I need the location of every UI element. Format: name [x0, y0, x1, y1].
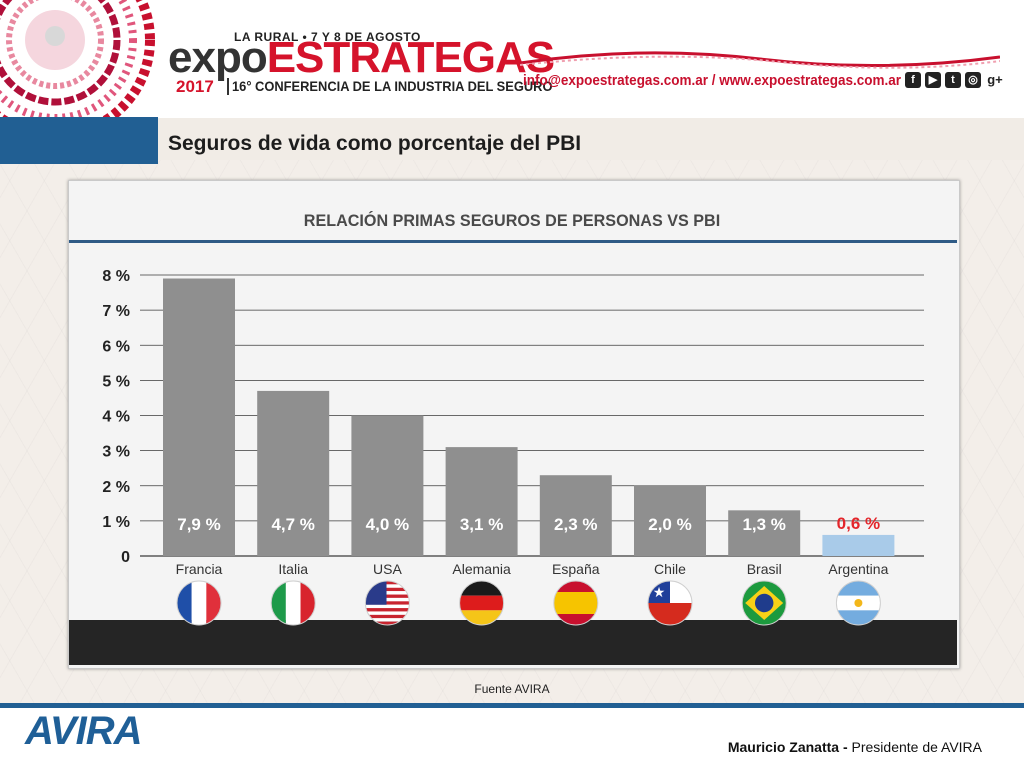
conference-name: 16° CONFERENCIA DE LA INDUSTRIA DEL SEGU…: [232, 78, 553, 94]
y-tick-label: 3 %: [102, 444, 130, 461]
data-label: 2,3 %: [554, 515, 597, 534]
flag-border: [835, 580, 881, 626]
y-tick-label: 5 %: [102, 373, 130, 390]
footer: [0, 705, 1024, 768]
chart-footer-band: [69, 620, 957, 665]
slide-title: Seguros de vida como porcentaje del PBI: [168, 132, 582, 155]
x-tick-label: España: [552, 561, 600, 577]
bar: [257, 390, 330, 556]
x-tick-label: Italia: [278, 561, 308, 577]
title-accent-bar: [0, 117, 158, 164]
event-year: 2017: [176, 77, 214, 96]
decorative-circle-icon: [0, 0, 155, 118]
bar: [351, 415, 424, 556]
germany-flag-icon: [459, 581, 504, 625]
spain-flag-icon: [553, 581, 598, 625]
youtube-icon[interactable]: ▶: [925, 72, 941, 88]
y-tick-label: 7 %: [102, 303, 130, 320]
usa-flag-icon: [365, 581, 410, 625]
bar: [728, 510, 801, 556]
source-note: Fuente AVIRA: [474, 682, 550, 696]
logo-divider: [227, 78, 229, 95]
data-label: 3,1 %: [460, 515, 503, 534]
data-label: 2,0 %: [648, 515, 691, 534]
x-tick-label: Francia: [176, 561, 223, 577]
y-tick-label: 8 %: [102, 268, 130, 285]
twitter-icon[interactable]: t: [945, 72, 961, 88]
social-icons: f ▶ t ◎ g+: [905, 72, 1005, 88]
bar: [822, 534, 895, 556]
italy-flag-icon: [271, 581, 316, 625]
flag-border: [176, 580, 222, 626]
svg-text:★: ★: [653, 584, 666, 600]
logo-part-estrategas: ESTRATEGAS: [266, 33, 555, 82]
footer-rule: [0, 703, 1024, 708]
x-tick-label: Brasil: [747, 561, 782, 577]
bar: [634, 485, 706, 556]
facebook-icon[interactable]: f: [905, 72, 921, 88]
presenter-role: Presidente de AVIRA: [847, 739, 983, 755]
x-tick-label: USA: [373, 561, 402, 577]
x-tick-label: Chile: [654, 561, 686, 577]
x-tick-label: Alemania: [452, 561, 511, 577]
instagram-icon[interactable]: ◎: [965, 72, 981, 88]
chart-title-rule: [69, 240, 957, 243]
argentina-flag-icon: [836, 581, 881, 625]
presenter-name: Mauricio Zanatta -: [727, 739, 848, 755]
y-tick-label: 6 %: [102, 338, 130, 355]
bar: [539, 475, 612, 556]
data-label: 4,0 %: [366, 515, 409, 534]
flag-border: [741, 580, 787, 626]
brazil-flag-icon: [742, 581, 787, 625]
chart-title: RELACIÓN PRIMAS SEGUROS DE PERSONAS VS P…: [303, 211, 721, 230]
y-tick-label: 1 %: [102, 514, 130, 531]
presenter-credit: Mauricio Zanatta - Presidente de AVIRA: [728, 739, 982, 755]
flag-border: [364, 580, 410, 626]
data-label: 1,3 %: [742, 515, 785, 534]
data-label: 7,9 %: [177, 515, 220, 534]
data-label: 0,6 %: [837, 514, 880, 533]
contact-links[interactable]: info@expoestrategas.com.ar / www.expoest…: [523, 72, 902, 89]
flag-border: [459, 580, 505, 626]
x-tick-label: Argentina: [828, 561, 888, 577]
flag-border: [270, 580, 316, 626]
swoosh-decoration-icon: [520, 51, 1000, 69]
google-plus-icon[interactable]: g+: [987, 72, 1003, 87]
bar: [445, 447, 518, 556]
header: LA RURAL • 7 Y 8 DE AGOSTO expoESTRATEGA…: [0, 0, 1024, 118]
flag-border: [553, 580, 599, 626]
logo-part-expo: expo: [168, 33, 268, 82]
avira-logo: AVIRA: [25, 709, 142, 753]
event-logo: expoESTRATEGAS: [168, 33, 555, 82]
france-flag-icon: [177, 581, 221, 625]
y-tick-label: 0: [121, 549, 130, 566]
flag-border: [647, 580, 693, 626]
y-tick-label: 2 %: [102, 479, 130, 496]
chile-flag-icon: ★: [648, 581, 692, 625]
bar: [163, 278, 235, 556]
y-tick-label: 4 %: [102, 409, 130, 426]
data-label: 4,7 %: [271, 515, 314, 534]
event-date: LA RURAL • 7 Y 8 DE AGOSTO: [234, 30, 421, 44]
